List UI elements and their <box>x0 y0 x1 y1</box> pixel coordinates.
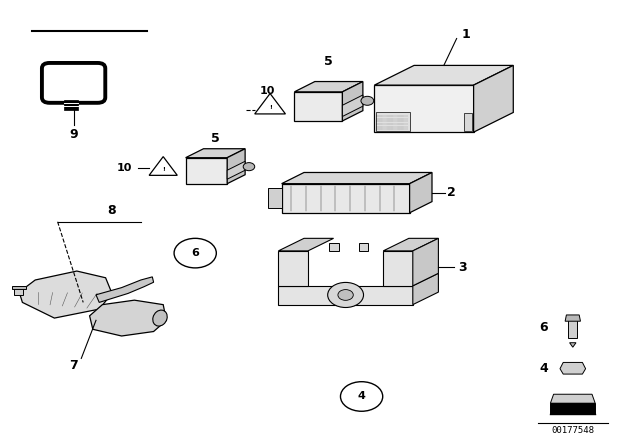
Polygon shape <box>227 161 245 179</box>
Circle shape <box>328 282 364 307</box>
Text: 6: 6 <box>540 320 548 334</box>
Polygon shape <box>278 251 308 286</box>
Polygon shape <box>550 403 595 414</box>
Text: 10: 10 <box>117 164 132 173</box>
Text: 4: 4 <box>358 392 365 401</box>
Text: 00177548: 00177548 <box>551 426 595 435</box>
Text: 9: 9 <box>69 128 78 141</box>
Polygon shape <box>278 286 413 305</box>
Circle shape <box>338 289 353 300</box>
Polygon shape <box>186 158 227 184</box>
Circle shape <box>340 382 383 411</box>
Text: !: ! <box>269 105 271 110</box>
Polygon shape <box>268 188 282 208</box>
Polygon shape <box>330 243 339 251</box>
Polygon shape <box>568 318 577 338</box>
Polygon shape <box>550 394 595 403</box>
Text: 8: 8 <box>108 204 116 217</box>
Text: !: ! <box>162 167 164 172</box>
Polygon shape <box>560 362 586 374</box>
Polygon shape <box>342 95 363 116</box>
Text: 5: 5 <box>211 132 220 146</box>
Polygon shape <box>359 243 369 251</box>
Polygon shape <box>294 82 363 92</box>
Polygon shape <box>255 94 285 114</box>
Polygon shape <box>565 315 580 321</box>
Text: 5: 5 <box>324 55 333 68</box>
Text: 3: 3 <box>458 260 467 274</box>
Polygon shape <box>14 287 23 295</box>
Polygon shape <box>383 251 413 286</box>
Polygon shape <box>64 100 78 110</box>
Polygon shape <box>570 343 576 347</box>
Text: 10: 10 <box>260 86 275 96</box>
Polygon shape <box>294 92 342 121</box>
Polygon shape <box>90 300 166 336</box>
Polygon shape <box>374 65 513 85</box>
Polygon shape <box>96 277 154 302</box>
Polygon shape <box>186 149 245 158</box>
Polygon shape <box>19 271 112 318</box>
Polygon shape <box>342 82 363 121</box>
Text: 6: 6 <box>191 248 199 258</box>
Text: 2: 2 <box>447 186 456 199</box>
Polygon shape <box>464 113 472 131</box>
Polygon shape <box>12 286 26 289</box>
Polygon shape <box>374 85 474 132</box>
Polygon shape <box>149 157 177 175</box>
Circle shape <box>174 238 216 268</box>
Polygon shape <box>282 184 410 213</box>
Polygon shape <box>383 238 438 251</box>
Text: 1: 1 <box>462 27 470 41</box>
Polygon shape <box>282 172 432 184</box>
Text: 4: 4 <box>540 362 548 375</box>
Circle shape <box>361 96 374 105</box>
Polygon shape <box>410 172 432 213</box>
Polygon shape <box>376 112 410 131</box>
Polygon shape <box>227 149 245 184</box>
Text: 7: 7 <box>69 358 78 372</box>
Circle shape <box>243 163 255 171</box>
Polygon shape <box>413 273 438 305</box>
Polygon shape <box>413 238 438 286</box>
Ellipse shape <box>153 310 167 326</box>
Polygon shape <box>474 65 513 132</box>
Polygon shape <box>278 238 333 251</box>
